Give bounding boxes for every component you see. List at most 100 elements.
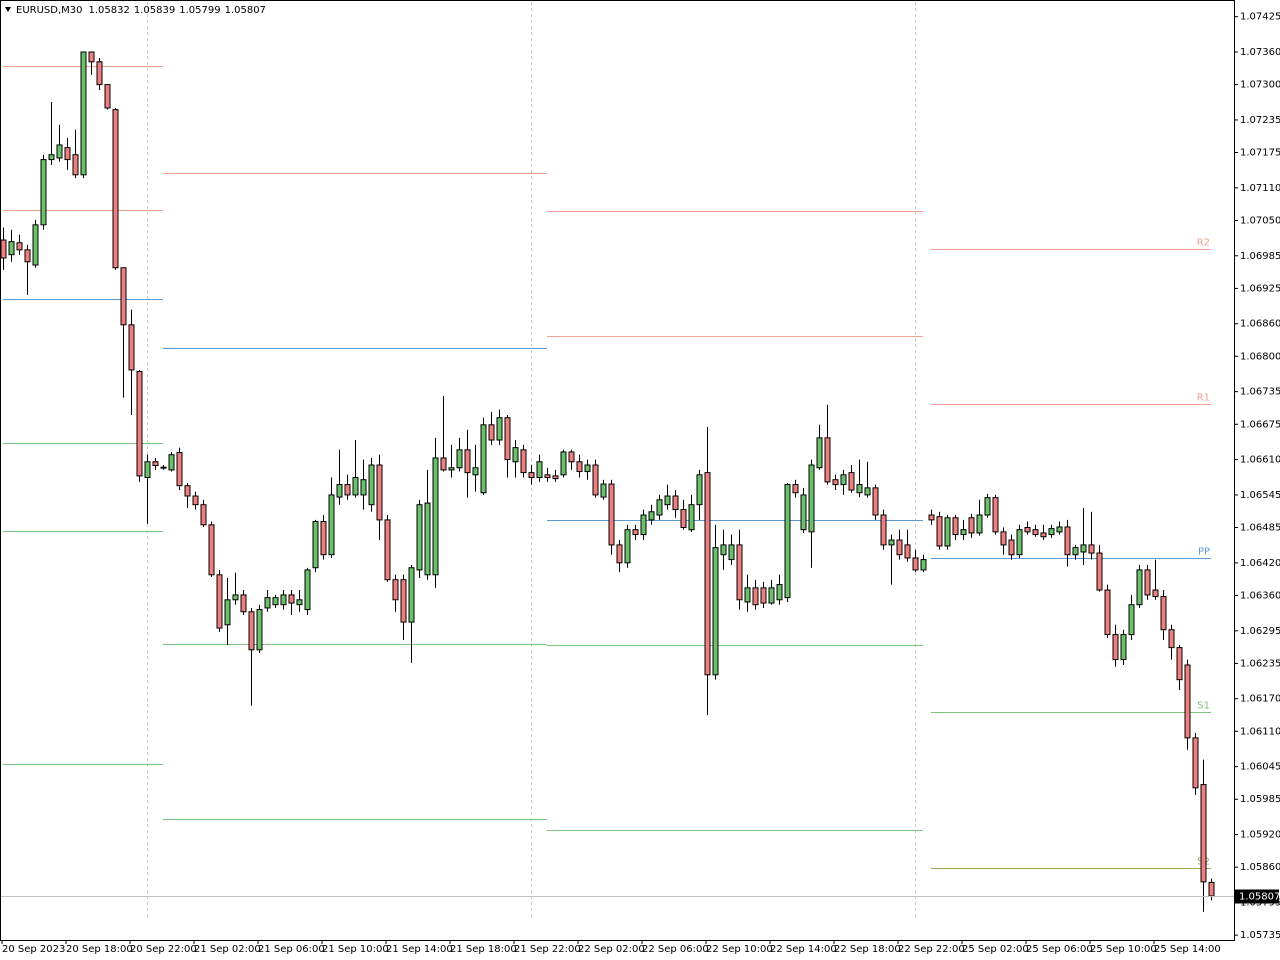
pivot-label: R1: [1197, 393, 1210, 404]
candle-body: [816, 437, 823, 469]
candle-body: [1152, 589, 1159, 598]
x-tick-label: 22 Sep 14:00: [770, 944, 837, 955]
candle-body: [928, 514, 935, 521]
candle-body: [544, 474, 551, 479]
candle-body: [264, 597, 271, 609]
candle-body: [1120, 634, 1127, 661]
candle-body: [912, 557, 919, 571]
candle-body: [80, 51, 87, 176]
candle-body: [480, 424, 487, 494]
candle-body: [272, 597, 279, 606]
y-tick-label: 1.06860: [1240, 319, 1280, 330]
y-tick-label: 1.07050: [1240, 215, 1280, 226]
candle-body: [48, 154, 55, 161]
candle-body: [304, 569, 311, 611]
candle-body: [1104, 589, 1111, 636]
x-tick-label: 21 Sep 18:00: [450, 944, 517, 955]
candle-body: [832, 479, 839, 486]
candle-body: [560, 451, 567, 476]
candle-body: [496, 417, 503, 441]
y-tick-label: 1.06170: [1240, 694, 1280, 705]
candle-body: [32, 224, 39, 266]
candle-body: [664, 495, 671, 506]
candle-body: [464, 449, 471, 474]
candle-body: [840, 474, 847, 486]
candle-body: [504, 417, 511, 461]
candle-body: [136, 371, 143, 477]
candle-body: [288, 594, 295, 604]
x-tick-label: 22 Sep 22:00: [898, 944, 965, 955]
candle-body: [280, 594, 287, 606]
x-tick-label: 20 Sep 18:00: [66, 944, 133, 955]
candle-body: [1040, 532, 1047, 538]
candle-body: [600, 483, 607, 498]
y-tick-label: 1.06235: [1240, 658, 1280, 669]
pivot-label: PP: [1198, 547, 1210, 558]
candle-body: [240, 594, 247, 613]
candle-body: [1016, 529, 1023, 556]
candle-body: [536, 461, 543, 479]
candle-body: [960, 529, 967, 536]
candle-body: [8, 241, 15, 256]
candle-body: [952, 517, 959, 536]
y-tick-label: 1.07175: [1240, 148, 1280, 159]
candle-body: [976, 514, 983, 534]
x-tick-label: 25 Sep 06:00: [1026, 944, 1093, 955]
candle-body: [24, 249, 31, 263]
candle-body: [688, 504, 695, 531]
candle-body: [896, 539, 903, 556]
candle-body: [1208, 881, 1215, 897]
candle-body: [640, 514, 647, 536]
last-low: 1.05799: [179, 5, 220, 16]
y-tick-label: 1.06610: [1240, 455, 1280, 466]
candle-body: [792, 484, 799, 494]
x-tick-label: 22 Sep 02:00: [578, 944, 645, 955]
current-price-label: 1.05807: [1239, 892, 1280, 903]
candle-body: [1128, 604, 1135, 636]
candle-body: [712, 547, 719, 676]
y-tick-label: 1.06360: [1240, 590, 1280, 601]
candle-body: [672, 495, 679, 511]
candle-body: [440, 457, 447, 471]
candle-body: [312, 521, 319, 569]
candle-body: [1064, 526, 1071, 556]
y-tick-label: 1.06735: [1240, 387, 1280, 398]
menu-arrow[interactable]: [5, 7, 11, 12]
x-tick-label: 22 Sep 18:00: [834, 944, 901, 955]
candle-body: [984, 497, 991, 516]
candle-body: [856, 484, 863, 494]
x-tick-label: 20 Sep 2023: [2, 944, 65, 955]
y-tick-label: 1.05920: [1240, 830, 1280, 841]
candle-body: [456, 449, 463, 469]
y-tick-label: 1.05985: [1240, 794, 1280, 805]
symbol: EURUSD,M30: [16, 5, 82, 16]
candle-body: [256, 609, 263, 651]
candle-body: [1192, 737, 1199, 789]
candle-body: [608, 483, 615, 546]
y-tick-label: 1.06295: [1240, 626, 1280, 637]
candle-body: [888, 539, 895, 546]
candle-body: [696, 474, 703, 506]
candle-body: [728, 544, 735, 561]
y-tick-label: 1.07110: [1240, 183, 1280, 194]
candle-body: [552, 475, 559, 480]
candle-body: [408, 567, 415, 623]
candle-body: [192, 495, 199, 506]
candle-body: [824, 437, 831, 483]
candle-body: [296, 599, 303, 606]
candle-body: [736, 544, 743, 601]
candle-body: [128, 324, 135, 371]
x-tick-label: 21 Sep 14:00: [386, 944, 453, 955]
plot-frame: [0, 0, 1235, 941]
candle-body: [992, 497, 999, 533]
candle-body: [512, 447, 519, 463]
candle-body: [680, 509, 687, 529]
candle-body: [168, 454, 175, 471]
x-tick-label: 22 Sep 06:00: [642, 944, 709, 955]
x-tick-label: 25 Sep 10:00: [1090, 944, 1157, 955]
candle-body: [1096, 552, 1103, 591]
candle-body: [96, 61, 103, 86]
candle-body: [1160, 596, 1167, 631]
candle-body: [112, 109, 119, 269]
